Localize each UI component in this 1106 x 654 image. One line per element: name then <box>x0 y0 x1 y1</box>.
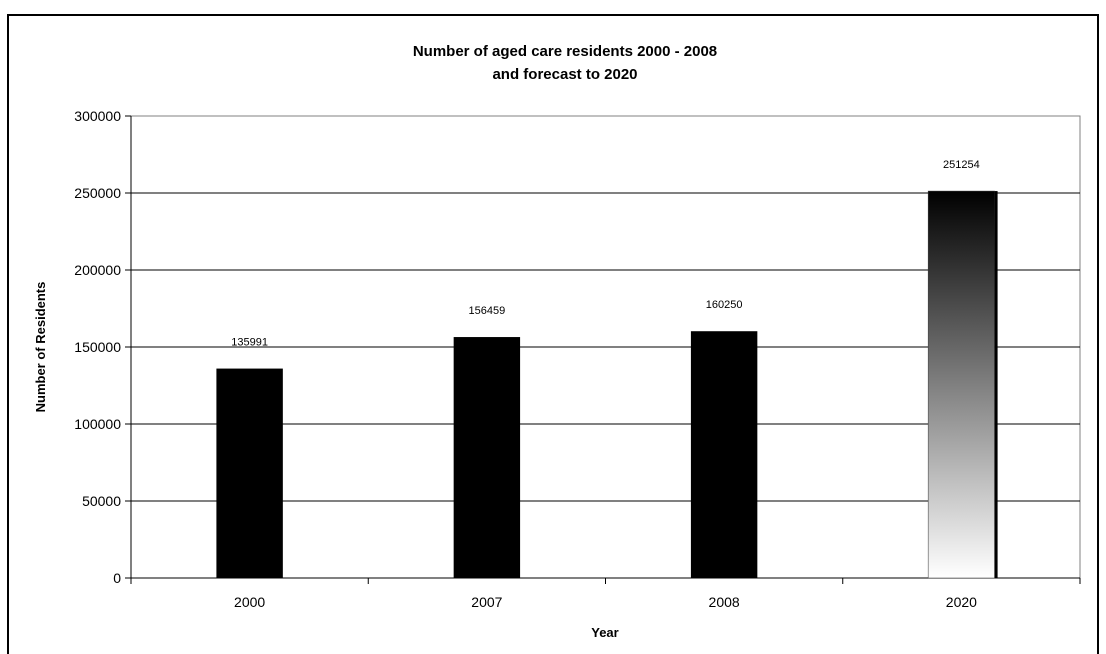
x-axis: 2000 2007 2008 2020 <box>130 577 1081 610</box>
bar <box>216 368 283 578</box>
bar <box>690 331 758 578</box>
y-tick-label: 150000 <box>74 339 121 355</box>
bar <box>453 337 521 578</box>
data-label: 156459 <box>469 305 506 317</box>
y-tick-label: 200000 <box>74 262 121 278</box>
data-labels: 135991 156459 160250 251254 <box>231 159 979 349</box>
y-tick-label: 50000 <box>82 493 121 509</box>
x-axis-title: Year <box>591 625 618 640</box>
x-tick-label: 2020 <box>946 594 977 610</box>
bar-forecast <box>927 190 995 579</box>
gridlines <box>131 192 1080 502</box>
data-label: 251254 <box>943 159 980 171</box>
data-label: 160250 <box>706 299 743 311</box>
x-tick-label: 2000 <box>234 594 265 610</box>
bars <box>216 190 998 579</box>
y-axis-title: Number of Residents <box>33 282 48 413</box>
y-tick-label: 300000 <box>74 108 121 124</box>
bar-shadow <box>994 191 998 578</box>
chart-subtitle: and forecast to 2020 <box>492 66 637 83</box>
data-label: 135991 <box>231 337 268 349</box>
x-tick-label: 2007 <box>471 594 502 610</box>
y-tick-label: 0 <box>113 570 121 586</box>
y-tick-label: 250000 <box>74 185 121 201</box>
y-axis: 0 50000 100000 150000 200000 250000 300000 <box>74 108 132 586</box>
chart-title: Number of aged care residents 2000 - 200… <box>413 43 717 60</box>
y-tick-label: 100000 <box>74 416 121 432</box>
x-tick-label: 2008 <box>709 594 740 610</box>
